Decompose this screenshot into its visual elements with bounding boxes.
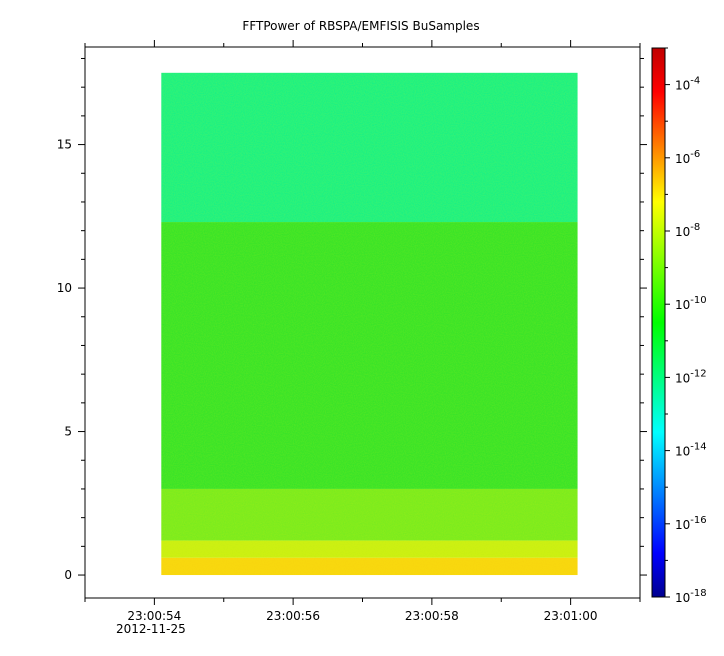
colorbar-tick-label: 10-4 bbox=[675, 76, 700, 93]
colorbar-tick-label: 10-18 bbox=[675, 588, 707, 605]
y-tick-label: 5 bbox=[64, 425, 72, 439]
x-tick-label: 23:00:58 bbox=[405, 609, 459, 623]
y-tick-label: 10 bbox=[57, 281, 72, 295]
colorbar-tick-label: 10-16 bbox=[675, 515, 707, 532]
colorbar-tick-label: 10-12 bbox=[675, 368, 707, 385]
x-axis: 23:00:54 23:00:56 23:00:58 23:01:00 bbox=[84, 40, 641, 623]
y-tick-label: 15 bbox=[57, 138, 72, 152]
chart-title: FFTPower of RBSPA/EMFISIS BuSamples bbox=[242, 19, 479, 33]
colorbar-axis: 10-4 10-6 10-8 10-10 10-12 10-14 10-16 10-18 bbox=[665, 47, 707, 605]
colorbar bbox=[651, 47, 666, 598]
x-tick-label: 23:00:56 bbox=[266, 609, 320, 623]
y-tick-label: 0 bbox=[64, 568, 72, 582]
colorbar-tick-label: 10-8 bbox=[675, 222, 700, 239]
colorbar-tick-label: 10-14 bbox=[675, 442, 707, 459]
y-axis: 0 5 10 15 bbox=[57, 57, 647, 582]
x-tick-label: 23:01:00 bbox=[544, 609, 598, 623]
colorbar-tick-label: 10-10 bbox=[675, 295, 707, 312]
spectrogram-texture bbox=[161, 72, 578, 576]
x-date-label: 2012-11-25 bbox=[116, 622, 186, 636]
spectrogram-speckle bbox=[161, 72, 578, 576]
colorbar-tick-label: 10-6 bbox=[675, 149, 700, 166]
x-tick-label: 23:00:54 bbox=[127, 609, 181, 623]
